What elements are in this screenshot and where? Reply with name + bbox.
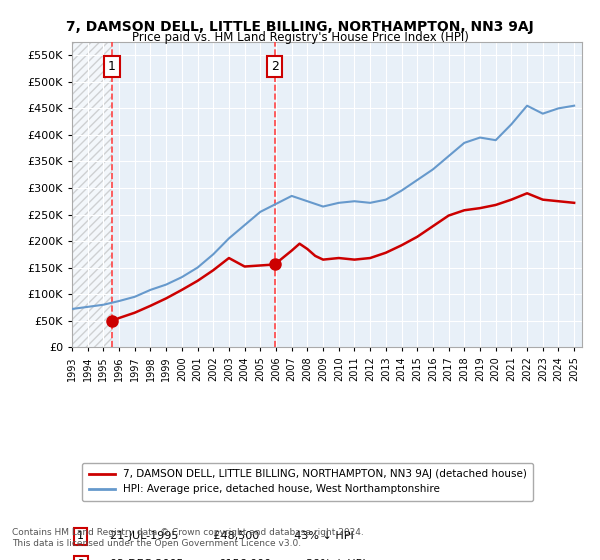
Bar	[72, 42, 112, 347]
Text: 2: 2	[271, 60, 278, 73]
Text: 1: 1	[77, 531, 84, 542]
Text: Contains HM Land Registry data © Crown copyright and database right 2024.
This d: Contains HM Land Registry data © Crown c…	[12, 528, 364, 548]
Text: 1: 1	[108, 60, 116, 73]
Text: 21-JUL-1995          £48,500          43% ↓ HPI: 21-JUL-1995 £48,500 43% ↓ HPI	[103, 531, 353, 542]
Text: 02-DEC-2005          £156,000          39% ↓ HPI: 02-DEC-2005 £156,000 39% ↓ HPI	[103, 559, 365, 560]
Text: 2: 2	[77, 559, 84, 560]
Text: 7, DAMSON DELL, LITTLE BILLING, NORTHAMPTON, NN3 9AJ: 7, DAMSON DELL, LITTLE BILLING, NORTHAMP…	[66, 20, 534, 34]
Text: Price paid vs. HM Land Registry's House Price Index (HPI): Price paid vs. HM Land Registry's House …	[131, 31, 469, 44]
Legend: 7, DAMSON DELL, LITTLE BILLING, NORTHAMPTON, NN3 9AJ (detached house), HPI: Aver: 7, DAMSON DELL, LITTLE BILLING, NORTHAMP…	[82, 463, 533, 501]
